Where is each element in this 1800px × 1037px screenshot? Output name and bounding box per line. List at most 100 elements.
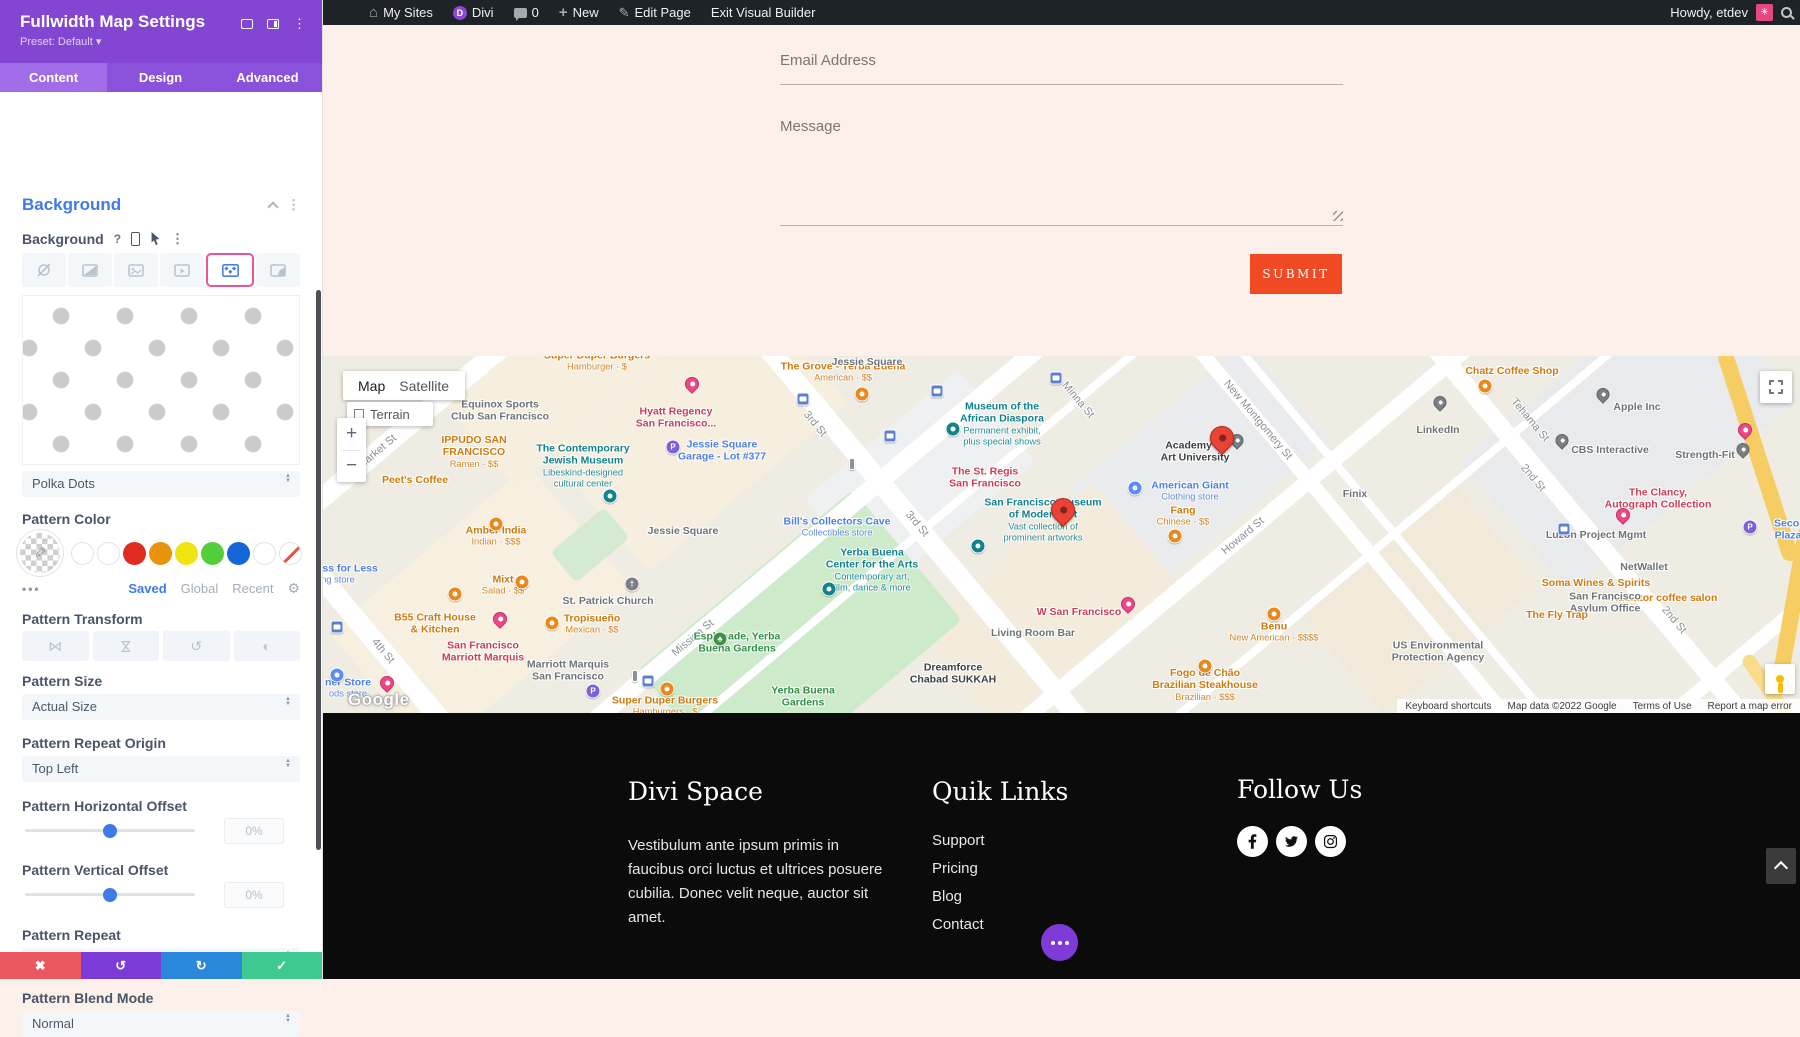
tab-advanced[interactable]: Advanced <box>236 70 299 85</box>
color-settings-gear-icon[interactable]: ⚙ <box>287 580 300 596</box>
admin-bar-item[interactable]: Exit Visual Builder <box>701 0 826 25</box>
color-swatch[interactable] <box>227 541 250 565</box>
map-label-subline: cultural center <box>553 478 613 489</box>
expand-panel-icon[interactable] <box>241 19 253 29</box>
global-colors-tab[interactable]: Global <box>180 581 219 596</box>
color-swatch[interactable] <box>97 541 120 565</box>
section-menu-icon[interactable]: ⋮ <box>287 197 300 212</box>
discard-button[interactable]: ✖ <box>0 952 81 979</box>
google-map[interactable]: Market St Mission St Howard St Minna St Teha… <box>322 356 1800 713</box>
vertical-offset-input[interactable]: 0% <box>224 882 284 908</box>
pattern-style-select[interactable]: Polka Dots ▲ ▼ <box>22 471 300 497</box>
admin-bar-item[interactable]: New <box>549 0 609 25</box>
admin-bar-item-label: Edit Page <box>634 5 691 20</box>
slider-thumb[interactable] <box>103 823 117 838</box>
invert-button[interactable]: ◐ <box>233 631 300 661</box>
tab-design[interactable]: Design <box>138 70 183 85</box>
avatar[interactable]: ✳ <box>1756 4 1773 21</box>
color-swatch[interactable] <box>175 541 198 565</box>
bg-pattern-tab[interactable] <box>206 253 254 287</box>
color-swatch[interactable] <box>71 541 94 565</box>
horizontal-offset-slider[interactable] <box>25 823 195 838</box>
tab-content[interactable]: Content <box>0 63 107 92</box>
admin-bar-item[interactable]: Edit Page <box>609 0 701 25</box>
admin-bar-item[interactable]: Divi <box>443 0 504 25</box>
zoom-in-button[interactable]: + <box>345 422 358 444</box>
red-map-marker[interactable] <box>1046 493 1080 527</box>
textarea-resize-handle[interactable] <box>1333 211 1343 221</box>
background-section-title[interactable]: Background <box>22 195 122 214</box>
twitter-icon[interactable] <box>1276 826 1307 857</box>
message-textarea[interactable] <box>780 225 1343 226</box>
slider-thumb[interactable] <box>103 887 117 902</box>
panel-menu-icon[interactable]: ⋮ <box>293 16 306 31</box>
pattern-repeat-origin-select[interactable]: Top Left ▲ ▼ <box>22 756 300 782</box>
hover-cursor-icon[interactable] <box>150 232 161 246</box>
flip-vertical-button[interactable]: ⋈ <box>92 631 159 661</box>
rotate-button[interactable]: ↺ <box>163 631 230 661</box>
terrain-option[interactable]: Terrain <box>347 402 433 426</box>
footer-link-blog[interactable]: Blog <box>932 888 963 905</box>
field-menu-icon[interactable]: ⋮ <box>171 231 185 246</box>
map-label: Academy of Art University <box>1161 440 1230 465</box>
collapse-section-icon[interactable] <box>267 201 279 213</box>
horizontal-offset-input[interactable]: 0% <box>224 818 284 844</box>
panel-scrollbar[interactable] <box>316 290 321 850</box>
search-icon[interactable] <box>1781 7 1792 18</box>
no-color-swatch[interactable] <box>279 541 302 565</box>
pattern-size-select[interactable]: Actual Size ▲ ▼ <box>22 694 300 720</box>
admin-bar-item[interactable]: 0 <box>504 0 549 25</box>
map-label-subline: ing store <box>322 574 355 585</box>
map-type-map-button[interactable]: Map <box>358 377 386 394</box>
current-color-picker[interactable]: ✎ <box>20 533 60 573</box>
map-attribution-link[interactable]: Report a map error <box>1707 700 1792 712</box>
street-view-pegman[interactable] <box>1765 664 1795 694</box>
color-swatch[interactable] <box>201 541 224 565</box>
footer-link-support[interactable]: Support <box>932 832 985 849</box>
recent-colors-tab[interactable]: Recent <box>232 581 274 596</box>
help-icon[interactable]: ? <box>113 232 122 246</box>
vertical-offset-slider[interactable] <box>25 887 195 902</box>
instagram-icon[interactable] <box>1315 826 1346 857</box>
pattern-blend-mode-select[interactable]: Normal ▲ ▼ <box>22 1011 300 1037</box>
footer-link-contact[interactable]: Contact <box>932 916 984 933</box>
facebook-icon[interactable] <box>1237 826 1268 857</box>
saved-colors-tab[interactable]: Saved <box>128 581 167 596</box>
map-label: St. Patrick Church <box>562 595 653 607</box>
red-map-marker[interactable] <box>1205 421 1239 455</box>
submit-button[interactable]: SUBMIT <box>1250 254 1342 294</box>
map-attribution-link[interactable]: Terms of Use <box>1632 700 1692 712</box>
teal-icon <box>602 488 618 504</box>
map-attribution-link[interactable]: Keyboard shortcuts <box>1405 700 1492 712</box>
map-type-satellite-button[interactable]: Satellite <box>399 377 450 394</box>
map-label-line: Peet's Coffee <box>381 473 449 486</box>
map-label-line: San Francisco <box>447 639 519 652</box>
builder-settings-toggle-button[interactable] <box>1041 924 1078 961</box>
save-button[interactable]: ✓ <box>241 952 322 979</box>
admin-bar-item[interactable]: My Sites <box>359 0 443 25</box>
bg-gradient-tab[interactable] <box>68 253 112 287</box>
fullscreen-button[interactable] <box>1760 371 1792 403</box>
bg-video-tab[interactable] <box>160 253 204 287</box>
scroll-to-top-button[interactable] <box>1766 848 1796 884</box>
bg-color-tab[interactable] <box>22 253 66 287</box>
more-colors-button[interactable]: ••• <box>22 581 41 596</box>
bg-mask-tab[interactable] <box>256 253 300 287</box>
responsive-icon[interactable] <box>131 232 141 246</box>
redo-button[interactable]: ↻ <box>161 952 242 979</box>
preset-selector[interactable]: Preset: Default ▾ <box>20 36 102 48</box>
howdy-label[interactable]: Howdy, etdev <box>1670 5 1748 20</box>
map-label: SecondPlaza P <box>1774 518 1800 543</box>
zoom-out-button[interactable]: − <box>345 455 358 477</box>
flip-horizontal-button[interactable]: ⋈ <box>22 631 89 661</box>
bg-image-tab[interactable] <box>114 253 158 287</box>
footer-link-pricing[interactable]: Pricing <box>932 860 978 877</box>
undo-button[interactable]: ↺ <box>80 952 161 979</box>
background-field-label: Background <box>22 231 104 247</box>
color-swatch[interactable] <box>253 541 276 565</box>
color-swatch[interactable] <box>123 541 146 565</box>
dock-panel-icon[interactable] <box>267 19 279 29</box>
color-swatch[interactable] <box>149 541 172 565</box>
email-input[interactable] <box>780 84 1343 85</box>
pin-shape <box>1733 440 1753 459</box>
